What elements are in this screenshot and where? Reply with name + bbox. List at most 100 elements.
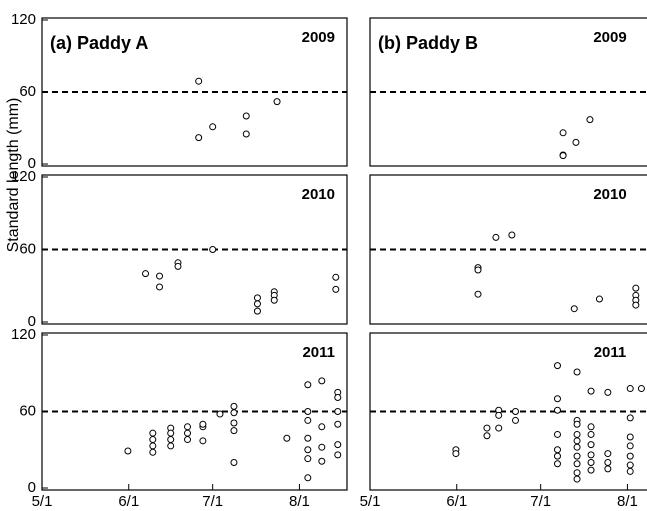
- y-tick-label: 60: [19, 240, 36, 257]
- data-point: [559, 152, 567, 160]
- data-point: [637, 385, 645, 393]
- panel-title: (a) Paddy A: [50, 33, 148, 53]
- data-point: [587, 441, 595, 449]
- data-point: [199, 437, 207, 445]
- data-point: [334, 451, 342, 459]
- data-point: [483, 424, 491, 432]
- data-point: [626, 442, 634, 450]
- data-point: [253, 294, 261, 302]
- data-point: [318, 377, 326, 385]
- data-point: [253, 307, 261, 315]
- data-point: [587, 451, 595, 459]
- data-point: [230, 409, 238, 417]
- data-point: [573, 430, 581, 438]
- data-point: [573, 420, 581, 428]
- data-point: [495, 411, 503, 419]
- y-tick-label: 0: [28, 155, 36, 172]
- data-point: [304, 446, 312, 454]
- data-point: [553, 446, 561, 454]
- data-point: [553, 430, 561, 438]
- x-tick-label: 7/1: [530, 493, 551, 510]
- data-point: [334, 393, 342, 401]
- data-point: [626, 461, 634, 469]
- year-label: 2009: [302, 29, 335, 46]
- y-tick-label: 0: [28, 479, 36, 496]
- x-tick-label: 6/1: [446, 493, 467, 510]
- data-point: [573, 452, 581, 460]
- year-label: 2009: [593, 29, 626, 46]
- data-point: [573, 368, 581, 376]
- x-tick-label: 7/1: [202, 493, 223, 510]
- data-point: [283, 434, 291, 442]
- x-tick-label: 5/1: [32, 493, 53, 510]
- data-point: [604, 459, 612, 466]
- data-point: [332, 273, 340, 281]
- data-point: [149, 442, 157, 450]
- data-point: [334, 420, 342, 428]
- data-point: [334, 408, 342, 415]
- data-point: [304, 381, 312, 389]
- data-point: [195, 134, 203, 142]
- data-point: [167, 429, 175, 437]
- year-label: 2010: [302, 186, 335, 203]
- data-point: [573, 469, 581, 477]
- data-point: [573, 460, 581, 468]
- data-point: [184, 429, 192, 437]
- data-point: [452, 450, 460, 458]
- data-point: [587, 423, 595, 431]
- data-point: [230, 419, 238, 427]
- data-point: [572, 138, 580, 146]
- data-point: [595, 295, 603, 303]
- data-point: [318, 457, 326, 465]
- data-point: [626, 414, 634, 422]
- y-tick-label: 120: [11, 326, 36, 343]
- data-point: [242, 112, 250, 120]
- year-label: 2011: [302, 344, 335, 361]
- x-tick-label: 5/1: [360, 493, 381, 510]
- data-point: [553, 395, 561, 403]
- data-point: [304, 434, 312, 442]
- data-point: [209, 246, 217, 253]
- data-point: [230, 402, 238, 410]
- data-point: [270, 296, 278, 304]
- data-point: [626, 433, 634, 441]
- data-point: [149, 436, 157, 444]
- data-point: [626, 385, 634, 393]
- data-point: [184, 436, 192, 444]
- data-point: [604, 465, 612, 473]
- data-point: [632, 284, 640, 292]
- data-point: [149, 448, 157, 456]
- data-point: [184, 423, 192, 431]
- data-point: [230, 427, 238, 435]
- data-point: [553, 406, 561, 414]
- data-point: [156, 272, 164, 280]
- data-point: [273, 98, 281, 106]
- data-point: [587, 430, 595, 438]
- data-point: [195, 77, 203, 85]
- data-point: [512, 408, 520, 415]
- data-point: [553, 452, 561, 460]
- data-point: [508, 231, 516, 239]
- year-label: 2010: [593, 186, 626, 203]
- data-point: [304, 474, 312, 482]
- data-point: [587, 459, 595, 466]
- data-point: [167, 436, 175, 444]
- data-point: [174, 262, 182, 270]
- data-point: [573, 475, 581, 483]
- data-point: [209, 123, 217, 131]
- data-point: [304, 416, 312, 424]
- data-point: [559, 129, 567, 137]
- x-tick-label: 6/1: [118, 493, 139, 510]
- data-point: [334, 441, 342, 449]
- data-point: [304, 455, 312, 463]
- data-point: [553, 362, 561, 370]
- data-point: [149, 429, 157, 437]
- data-point: [587, 466, 595, 474]
- data-point: [156, 283, 164, 291]
- data-point: [570, 305, 578, 313]
- y-tick-label: 0: [28, 313, 36, 330]
- data-point: [604, 388, 612, 396]
- data-point: [553, 460, 561, 468]
- data-point: [586, 116, 594, 124]
